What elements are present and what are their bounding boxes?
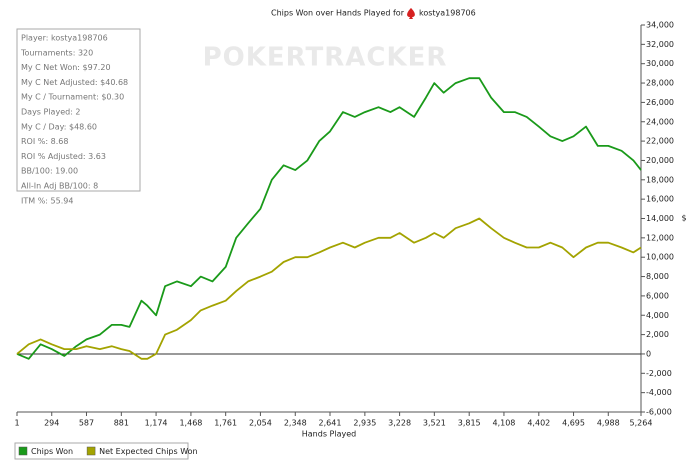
stat-line: BB/100: 19.00 [21,167,78,176]
stat-line: ROI % Adjusted: 3.63 [21,152,106,161]
stat-line: My C / Tournament: $0.30 [21,93,124,102]
y-tick-label: 18,000 [646,175,674,184]
y-tick-label: 32,000 [646,40,674,49]
player-name: kostya198706 [419,9,476,18]
chart-title: Chips Won over Hands Played for [271,9,405,18]
y-tick-label: 6,000 [646,291,669,300]
x-tick-label: 587 [79,419,94,428]
stats-box [16,28,141,192]
y-tick-label: 4,000 [646,311,669,320]
x-tick-label: 881 [114,419,129,428]
stat-line: ROI %: 8.68 [21,137,68,146]
x-tick-label: 4,695 [562,419,585,428]
stat-line: My C / Day: $48.60 [21,122,97,131]
y-tick-label: -2,000 [646,369,672,378]
x-tick-label: 4,402 [527,419,550,428]
stat-line: Player: kostya198706 [21,34,108,43]
watermark: POKERTRACKER [203,43,448,73]
y-tick-label: 10,000 [646,253,674,262]
x-tick-label: 5,264 [630,419,653,428]
y-axis-label: $ [681,214,686,223]
x-tick-label: 1,468 [179,419,202,428]
series-line [16,217,642,360]
y-tick-label: -6,000 [646,408,672,417]
stat-line: Days Played: 2 [21,108,81,117]
x-tick-label: 3,228 [388,419,411,428]
y-tick-label: 12,000 [646,233,674,242]
x-tick-label: 1,761 [214,419,237,428]
stat-line: All-In Adj BB/100: 8 [21,182,98,191]
stat-line: ITM %: 55.94 [21,196,73,205]
x-tick-label: 3,815 [458,419,481,428]
y-tick-label: 14,000 [646,214,674,223]
legend-label: Net Expected Chips Won [99,447,198,456]
y-tick-label: 16,000 [646,195,674,204]
y-tick-label: 8,000 [646,272,669,281]
y-tick-label: -4,000 [646,388,672,397]
x-tick-label: 3,521 [423,419,446,428]
stat-line: Tournaments: 320 [20,48,93,57]
y-tick-label: 26,000 [646,98,674,107]
y-tick-label: 24,000 [646,117,674,126]
legend [14,442,189,460]
x-tick-label: 4,108 [492,419,515,428]
y-tick-label: 22,000 [646,137,674,146]
x-tick-label: 4,988 [597,419,620,428]
x-tick-label: 294 [44,419,59,428]
x-tick-label: 1,174 [145,419,168,428]
legend-label: Chips Won [31,447,73,456]
series-line [16,77,642,360]
stat-line: My C Net Adjusted: $40.68 [21,78,128,87]
legend-swatch [18,446,28,456]
y-tick-label: 28,000 [646,79,674,88]
x-tick-label: 2,935 [353,419,376,428]
legend-swatch [86,446,96,456]
stat-line: My C Net Won: $97.20 [21,63,111,72]
x-tick-label: 1 [14,419,19,428]
y-tick-label: 20,000 [646,156,674,165]
y-tick-label: 0 [646,349,651,358]
x-tick-label: 2,348 [284,419,307,428]
x-tick-label: 2,054 [249,419,272,428]
x-axis-label: Hands Played [302,430,356,439]
x-tick-label: 2,641 [319,419,342,428]
player-icon [407,8,415,19]
y-tick-label: 34,000 [646,21,674,30]
y-tick-label: 30,000 [646,59,674,68]
y-tick-label: 2,000 [646,330,669,339]
